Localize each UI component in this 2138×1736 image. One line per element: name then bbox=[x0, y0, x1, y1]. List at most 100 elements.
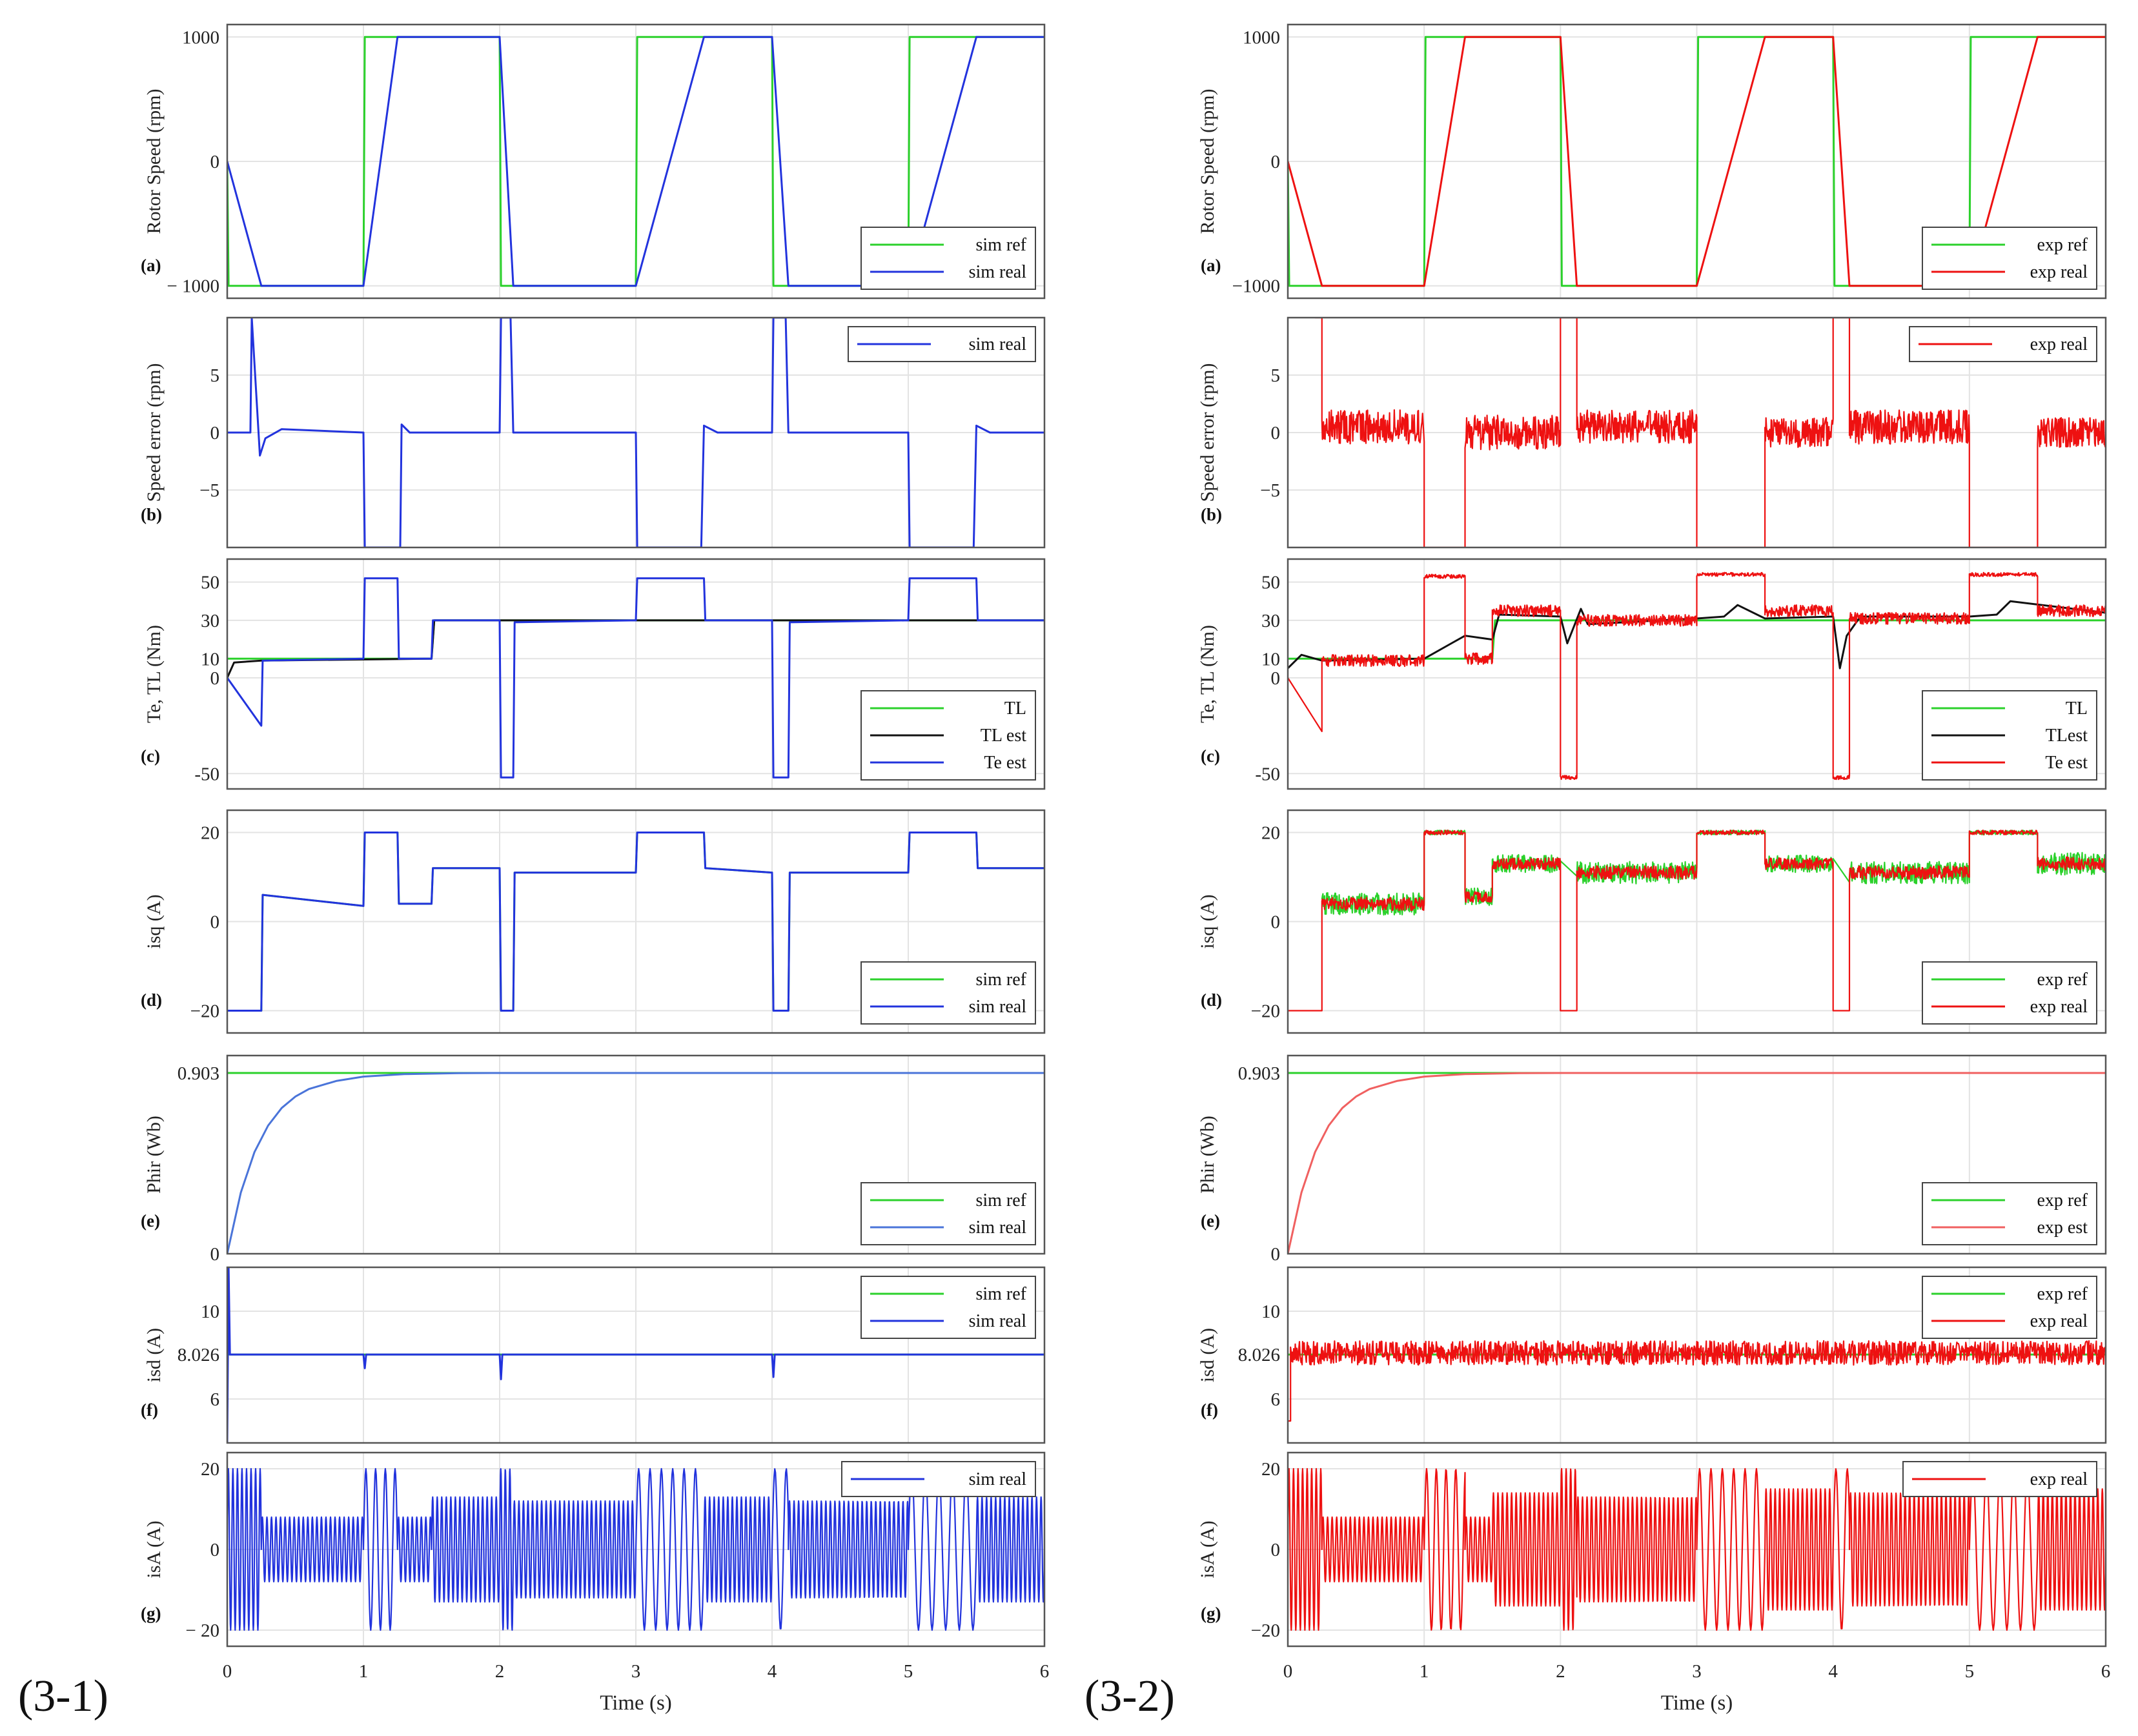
y-axis-label: isq (A) bbox=[1197, 894, 1218, 948]
series-line-Te-est bbox=[1288, 571, 2106, 781]
panel-frame bbox=[226, 316, 1046, 549]
series-group bbox=[227, 1467, 1044, 1631]
panel-label: (f) bbox=[1201, 1400, 1218, 1420]
x-tick-label: 2 bbox=[495, 1661, 505, 1682]
legend-entry: sim real bbox=[969, 1311, 1027, 1331]
panel-sim-1: −5 0 5 Speed error (rpm) (b) sim real bbox=[141, 316, 1046, 549]
series-line-sim-real bbox=[227, 318, 1044, 547]
panel-frame bbox=[1287, 1266, 2107, 1444]
series-group bbox=[1288, 1340, 2106, 1422]
legend: exp ref exp real bbox=[1922, 1276, 2097, 1339]
legend: sim ref sim real bbox=[860, 1276, 1036, 1339]
y-tick-label: 5 bbox=[210, 365, 220, 386]
series-group bbox=[1315, 318, 2106, 547]
x-axis-label: Time (s) bbox=[600, 1691, 672, 1715]
legend-box bbox=[1922, 961, 2097, 1025]
panel-sim-5: 6 8.026 10 isd (A) (f) sim ref sim real bbox=[141, 1266, 1046, 1444]
panel-frame bbox=[226, 1054, 1046, 1255]
y-tick-label: 6 bbox=[210, 1389, 220, 1410]
legend-box bbox=[860, 227, 1036, 290]
legend-entry: sim real bbox=[969, 262, 1027, 282]
legend-entry: sim real bbox=[969, 1469, 1027, 1489]
y-axis-label: isq (A) bbox=[143, 894, 165, 948]
legend-entry: exp real bbox=[2030, 262, 2088, 282]
legend: exp ref exp est bbox=[1922, 1182, 2097, 1245]
legend-entry: sim ref bbox=[975, 970, 1026, 990]
panel-exp-4: 0 0.903 Phir (Wb) (e) exp ref exp est bbox=[1197, 1054, 2107, 1265]
y-tick-label: 0.903 bbox=[1238, 1063, 1280, 1084]
panel-exp-5: 6 8.026 10 isd (A) (f) exp ref exp real bbox=[1197, 1266, 2107, 1444]
panel-label: (e) bbox=[1201, 1211, 1220, 1231]
y-axis-label: Phir (Wb) bbox=[1197, 1116, 1218, 1194]
legend-box bbox=[860, 1182, 1036, 1245]
y-tick-label: 0 bbox=[210, 152, 220, 172]
legend: sim real bbox=[848, 326, 1036, 362]
x-tick-label: 4 bbox=[1828, 1661, 1838, 1682]
series-group bbox=[227, 318, 1044, 547]
series-group bbox=[1288, 1072, 2106, 1254]
y-axis-label: Rotor Speed (rpm) bbox=[1197, 89, 1218, 234]
legend: exp ref exp real bbox=[1922, 227, 2097, 290]
y-tick-label: 10 bbox=[201, 1302, 219, 1322]
panel-label: (g) bbox=[141, 1604, 161, 1623]
y-tick-label: 0 bbox=[1271, 912, 1281, 933]
y-axis-label: Speed error (rpm) bbox=[1197, 363, 1218, 502]
y-tick-label: 0 bbox=[210, 668, 220, 689]
x-tick-label: 4 bbox=[768, 1661, 777, 1682]
legend-entry: exp est bbox=[2037, 1218, 2088, 1238]
legend-entry: TL bbox=[1004, 699, 1026, 719]
panel-frame bbox=[1287, 558, 2107, 790]
y-tick-label: -50 bbox=[1255, 764, 1280, 784]
legend: sim ref sim real bbox=[860, 961, 1036, 1025]
y-axis-label: Phir (Wb) bbox=[143, 1116, 165, 1194]
legend-entry: TLest bbox=[2046, 726, 2088, 746]
panel-label: (a) bbox=[1201, 256, 1221, 275]
legend-entry: sim ref bbox=[975, 1284, 1026, 1304]
legend-entry: exp real bbox=[2030, 1469, 2088, 1489]
series-group bbox=[1288, 830, 2106, 1012]
y-tick-label: 0.903 bbox=[178, 1063, 219, 1084]
y-tick-label: 20 bbox=[201, 823, 219, 844]
panel-label: (b) bbox=[1201, 505, 1222, 524]
x-tick-label: 5 bbox=[904, 1661, 913, 1682]
y-tick-label: 0 bbox=[210, 1540, 220, 1560]
panel-frame bbox=[1287, 23, 2107, 300]
x-tick-label: 1 bbox=[359, 1661, 369, 1682]
legend-entry: Te est bbox=[984, 753, 1026, 773]
y-tick-label: 20 bbox=[1261, 1459, 1280, 1480]
panel-frame bbox=[1287, 809, 2107, 1034]
x-tick-label: 0 bbox=[1283, 1661, 1293, 1682]
legend-entry: TL bbox=[2066, 699, 2088, 719]
legend-entry: sim real bbox=[969, 1218, 1027, 1238]
series-group bbox=[227, 1072, 1044, 1254]
y-axis-label: Speed error (rpm) bbox=[143, 363, 165, 502]
x-tick-label: 3 bbox=[1692, 1661, 1702, 1682]
panel-frame bbox=[226, 1266, 1046, 1444]
panel-exp-2: -50 010 30 50 Te, TL (Nm) (c) TL TLest Te est bbox=[1197, 558, 2107, 790]
panel-frame bbox=[226, 1451, 1046, 1648]
x-tick-label: 2 bbox=[1556, 1661, 1565, 1682]
legend-box bbox=[1922, 1182, 2097, 1245]
y-tick-label: 30 bbox=[201, 611, 219, 631]
y-tick-label: 0 bbox=[210, 423, 220, 444]
figure-label-right: (3-2) bbox=[1084, 1671, 1175, 1721]
series-line-sim-real bbox=[227, 1072, 1044, 1254]
panel-frame bbox=[226, 23, 1046, 300]
y-tick-label: −5 bbox=[199, 480, 219, 501]
y-tick-label: 5 bbox=[1271, 365, 1281, 386]
y-tick-label: 1000 bbox=[182, 27, 219, 48]
y-tick-label: 0 bbox=[210, 912, 220, 933]
y-tick-label: 0 bbox=[1271, 423, 1281, 444]
x-tick-label: 1 bbox=[1420, 1661, 1429, 1682]
y-tick-label: -50 bbox=[194, 764, 219, 784]
y-tick-label: 6 bbox=[1271, 1389, 1281, 1410]
y-tick-label: −20 bbox=[190, 1001, 219, 1022]
panel-frame bbox=[1287, 1451, 2107, 1648]
series-group bbox=[227, 1267, 1044, 1443]
series-line-exp-real bbox=[1288, 830, 2106, 1012]
legend-box bbox=[860, 961, 1036, 1025]
